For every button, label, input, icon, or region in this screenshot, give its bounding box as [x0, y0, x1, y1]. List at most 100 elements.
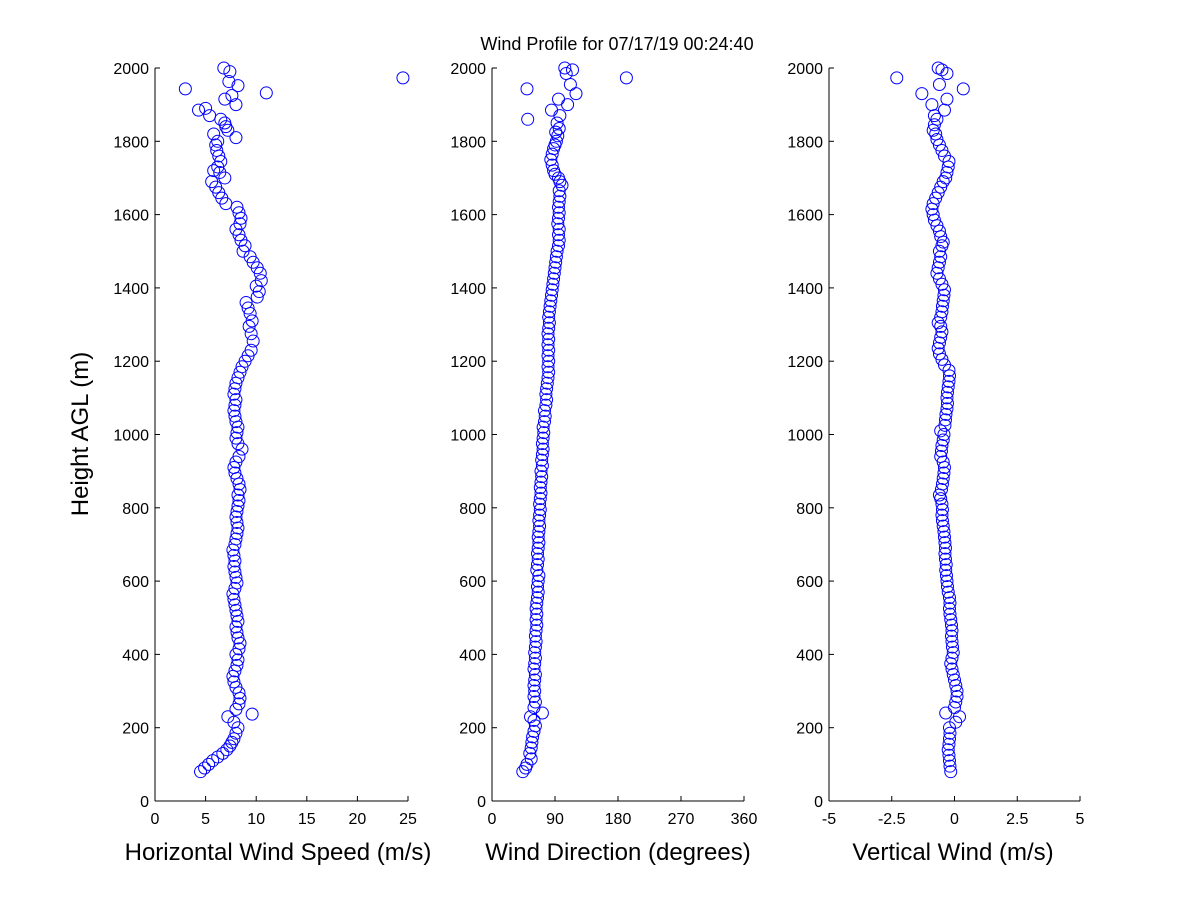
data-point: [552, 121, 566, 135]
data-point: [528, 673, 542, 687]
data-point: [229, 532, 243, 546]
data-point: [232, 449, 246, 463]
data-point: [936, 455, 950, 469]
data-point: [525, 735, 539, 749]
data-point: [932, 272, 946, 286]
y-tick-label: 1000: [787, 428, 823, 445]
data-point: [942, 732, 956, 746]
data-point: [939, 407, 953, 421]
data-point: [232, 697, 246, 711]
data-point: [533, 508, 547, 522]
data-point: [938, 536, 952, 550]
data-point: [926, 208, 940, 222]
y-tick-label: 600: [796, 574, 823, 591]
data-point: [230, 625, 244, 639]
data-point: [563, 77, 577, 91]
data-point: [936, 294, 950, 308]
data-point: [527, 662, 541, 676]
data-point: [539, 398, 553, 412]
data-point: [944, 765, 958, 779]
data-point: [221, 710, 235, 724]
data-point: [938, 413, 952, 427]
data-point: [227, 592, 241, 606]
data-point: [940, 165, 954, 179]
data-point: [942, 591, 956, 605]
data-point: [542, 310, 556, 324]
y-tick-label: 1000: [113, 428, 149, 445]
data-point: [218, 92, 232, 106]
data-point: [943, 759, 957, 773]
data-point: [552, 222, 566, 236]
data-point: [553, 189, 567, 203]
data-point: [241, 301, 255, 315]
panel-wind-direction: 0 200 400 600 800 1000 1200 1400 1600 1800 2000 0 90…: [450, 61, 757, 866]
y-tick-label: 0: [814, 794, 823, 811]
data-point: [932, 244, 946, 258]
data-point: [533, 481, 547, 495]
data-point: [230, 576, 244, 590]
data-point: [228, 398, 242, 412]
data-point: [244, 343, 258, 357]
data-point: [945, 640, 959, 654]
data-point: [213, 165, 227, 179]
data-point: [542, 321, 556, 335]
data-point: [528, 640, 542, 654]
data-point: [942, 737, 956, 751]
data-point: [536, 442, 550, 456]
panel-horizontal-wind-speed: 0 200 400 600 800 1000 1200 1400 1600 1800 2000 0 5 1…: [113, 61, 431, 866]
x-tick-label: 0: [950, 811, 959, 828]
y-tick-label: 800: [459, 501, 486, 518]
data-point: [223, 65, 237, 79]
data-point: [207, 164, 221, 178]
data-point: [552, 228, 565, 242]
data-point: [244, 327, 258, 341]
data-point: [541, 338, 555, 352]
y-tick-label: 1600: [787, 208, 823, 225]
data-point: [547, 266, 561, 280]
data-point: [946, 646, 960, 660]
data-point: [230, 504, 244, 518]
data-point: [527, 724, 541, 738]
data-point: [527, 690, 541, 704]
data-point: [935, 277, 949, 291]
x-tick-label: 270: [668, 811, 695, 828]
data-point: [552, 92, 565, 106]
data-point: [935, 508, 949, 522]
data-point: [942, 602, 956, 616]
data-point: [209, 138, 223, 152]
y-tick-label: 1400: [113, 281, 149, 298]
data-point: [218, 116, 232, 130]
data-point: [230, 526, 244, 540]
data-point: [530, 596, 544, 610]
data-point: [225, 735, 239, 749]
data-point: [545, 283, 559, 297]
data-point: [935, 503, 949, 517]
data-point: [931, 186, 945, 200]
data-point: [944, 618, 958, 632]
data-point: [529, 624, 543, 638]
y-tick-label: 1400: [787, 281, 823, 298]
data-point: [531, 558, 544, 572]
data-point: [230, 515, 244, 529]
data-point: [942, 374, 956, 388]
data-point: [530, 607, 544, 621]
data-point: [938, 541, 952, 555]
data-point: [929, 191, 943, 205]
data-point: [228, 565, 242, 579]
data-point: [552, 206, 566, 220]
data-point: [528, 651, 542, 665]
y-tick-label: 200: [459, 721, 486, 738]
data-point: [552, 233, 566, 247]
data-point: [937, 358, 951, 372]
data-point: [246, 334, 260, 348]
y-tick-label: 1200: [450, 354, 486, 371]
y-tick-label: 0: [477, 794, 486, 811]
data-point: [940, 574, 954, 588]
data-point: [227, 404, 241, 418]
data-point: [540, 382, 554, 396]
data-point: [232, 493, 246, 507]
data-point: [232, 206, 246, 220]
data-point: [942, 748, 956, 762]
y-tick-label: 400: [796, 647, 823, 664]
